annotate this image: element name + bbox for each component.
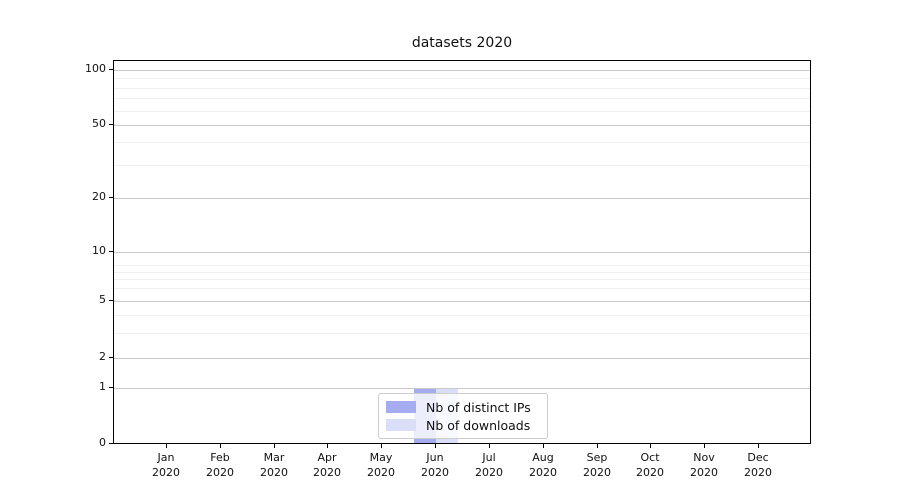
x-axis-tick [597,444,598,448]
x-tick-month: Sep [586,451,608,464]
x-axis-tick [274,444,275,448]
gridline-minor [114,142,810,143]
x-tick-label: Dec 2020 [730,450,786,480]
x-axis-tick [435,444,436,448]
gridline-minor [114,315,810,316]
x-tick-label: May 2020 [353,450,409,480]
x-tick-year: 2020 [206,466,234,479]
x-tick-label: Aug 2020 [515,450,571,480]
y-axis-tick [109,443,113,444]
x-tick-year: 2020 [529,466,557,479]
y-tick-label: 100 [85,62,106,75]
x-axis-tick [489,444,490,448]
x-axis-tick [381,444,382,448]
legend: Nb of distinct IPs Nb of downloads [378,393,548,439]
gridline-minor [114,165,810,166]
y-tick-label: 1 [99,380,106,393]
x-tick-label: Jun 2020 [407,450,463,480]
x-tick-year: 2020 [583,466,611,479]
x-tick-month: Jul [482,451,496,464]
x-tick-year: 2020 [152,466,180,479]
gridline-minor [114,78,810,79]
x-tick-year: 2020 [367,466,395,479]
y-tick-label: 20 [92,190,106,203]
plot-area [113,60,811,444]
y-tick-label: 2 [99,350,106,363]
legend-swatch-downloads [386,419,416,431]
y-axis-tick [109,251,113,252]
gridline-major [114,358,810,359]
x-tick-year: 2020 [421,466,449,479]
x-tick-month: Apr [317,451,337,464]
x-tick-label: Jan 2020 [138,450,194,480]
y-axis-tick [109,300,113,301]
gridline-major [114,125,810,126]
gridline-minor [114,272,810,273]
x-tick-month: Aug [532,451,554,464]
x-tick-month: Feb [210,451,230,464]
legend-item: Nb of downloads [386,416,540,434]
x-tick-month: Jan [157,451,175,464]
x-tick-label: Jul 2020 [461,450,517,480]
x-tick-month: May [369,451,393,464]
y-axis-tick [109,387,113,388]
y-axis-tick [109,197,113,198]
x-tick-label: Mar 2020 [246,450,302,480]
legend-label: Nb of downloads [426,417,531,433]
gridline-major [114,388,810,389]
x-axis-tick [327,444,328,448]
x-tick-label: Nov 2020 [676,450,732,480]
x-tick-year: 2020 [260,466,288,479]
gridline-major [114,252,810,253]
gridline-minor [114,88,810,89]
x-axis-tick [650,444,651,448]
x-tick-label: Oct 2020 [622,450,678,480]
x-tick-label: Apr 2020 [299,450,355,480]
x-tick-label: Sep 2020 [569,450,625,480]
x-tick-month: Mar [263,451,285,464]
gridline-minor [114,265,810,266]
chart-title: datasets 2020 [411,35,513,51]
gridline-major [114,198,810,199]
x-tick-month: Nov [693,451,715,464]
x-tick-label: Feb 2020 [192,450,248,480]
gridline-major [114,301,810,302]
x-tick-year: 2020 [744,466,772,479]
x-tick-month: Jun [426,451,444,464]
legend-item: Nb of distinct IPs [386,398,540,416]
y-axis-tick [109,69,113,70]
gridline-major [114,70,810,71]
x-tick-month: Dec [747,451,769,464]
legend-label: Nb of distinct IPs [426,399,531,415]
legend-swatch-distinct-ips [386,401,416,413]
x-tick-year: 2020 [636,466,664,479]
y-axis-tick [109,124,113,125]
gridline-minor [114,98,810,99]
y-tick-label: 50 [92,117,106,130]
x-tick-year: 2020 [475,466,503,479]
x-tick-month: Oct [640,451,660,464]
y-tick-label: 10 [92,244,106,257]
x-tick-year: 2020 [690,466,718,479]
x-axis-tick [166,444,167,448]
gridline-minor [114,288,810,289]
y-axis-tick [109,357,113,358]
x-tick-year: 2020 [313,466,341,479]
x-axis-tick [704,444,705,448]
y-tick-label: 5 [99,293,106,306]
x-axis-tick [758,444,759,448]
gridline-minor [114,333,810,334]
gridline-minor [114,279,810,280]
x-axis-tick [220,444,221,448]
y-tick-label: 0 [99,436,106,449]
gridline-minor [114,111,810,112]
x-axis-tick [543,444,544,448]
